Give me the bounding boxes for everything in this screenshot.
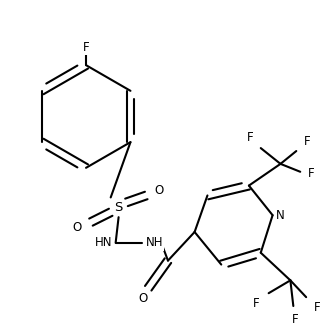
Text: O: O [154, 184, 164, 197]
Text: S: S [114, 201, 123, 214]
Text: F: F [246, 131, 253, 144]
Text: O: O [139, 292, 148, 305]
Text: F: F [314, 301, 320, 314]
Text: NH: NH [145, 236, 163, 250]
Text: F: F [252, 297, 259, 310]
Text: HN: HN [95, 236, 113, 250]
Text: O: O [72, 220, 82, 233]
Text: F: F [308, 167, 315, 180]
Text: N: N [276, 209, 285, 222]
Text: F: F [304, 135, 311, 148]
Text: F: F [83, 41, 89, 54]
Text: F: F [292, 313, 299, 326]
